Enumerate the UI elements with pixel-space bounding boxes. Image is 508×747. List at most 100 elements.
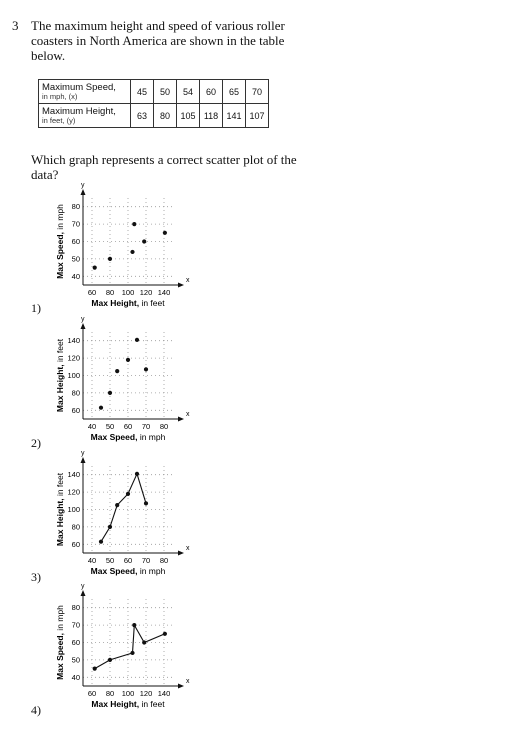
x-tick-label: 40 [88, 556, 96, 565]
table-cell: 65 [222, 79, 246, 104]
table-row: Maximum Height, in feet, (y) 63 80 105 1… [38, 103, 269, 128]
x-axis-label: Max Height, in feet [91, 298, 165, 308]
row-header-speed: Maximum Speed, in mph, (x) [38, 79, 131, 104]
series-line [100, 472, 147, 542]
data-point [132, 623, 137, 628]
choice-label-1[interactable]: 1) [31, 301, 41, 315]
data-point [92, 265, 97, 270]
table-cell: 118 [199, 103, 223, 128]
y-axis-label: Max Height, in feet [55, 472, 65, 546]
y-axis-arrow-icon [80, 457, 86, 463]
y-axis-arrow-icon [80, 590, 86, 596]
y-tick-label: 80 [72, 202, 80, 211]
table-cell: 45 [130, 79, 154, 104]
y-axis-arrow-icon [80, 323, 86, 329]
x-tick-label: 80 [160, 422, 168, 431]
graph-choice-2[interactable]: x y 40 50 60 70 80 60 80 100 120 140 Max Speed, in m… [0, 314, 200, 449]
table-cell: 50 [153, 79, 177, 104]
x-tick-label: 60 [124, 422, 132, 431]
y-tick-label: 50 [72, 655, 80, 664]
choice-label-4[interactable]: 4) [31, 703, 41, 717]
x-axis-label: Max Speed, in mph [91, 566, 166, 576]
y-tick-label: 140 [67, 470, 80, 479]
table-cell: 60 [199, 79, 223, 104]
x-axis-letter: x [186, 411, 190, 418]
data-point [98, 539, 104, 544]
x-axis-label: Max Speed, in mph [91, 432, 166, 442]
row-sublabel: in feet, (y) [42, 115, 76, 125]
data-point [132, 222, 137, 227]
x-tick-label: 50 [106, 556, 114, 565]
graph-choice-3[interactable]: x y 40 50 60 70 80 60 80 100 120 140 Max Speed, in m… [0, 448, 200, 583]
choice-label-3[interactable]: 3) [31, 570, 41, 584]
y-axis-letter: y [81, 450, 85, 457]
y-tick-label: 40 [72, 272, 80, 281]
y-tick-label: 120 [67, 354, 80, 363]
x-axis-letter: x [186, 277, 190, 284]
data-point [115, 369, 120, 374]
table-row: Maximum Speed, in mph, (x) 45 50 54 60 6… [38, 79, 269, 104]
data-point [142, 640, 147, 645]
x-axis-letter: x [186, 545, 190, 552]
y-axis-letter: y [81, 583, 85, 590]
x-tick-label: 50 [106, 422, 114, 431]
x-tick-label: 60 [124, 556, 132, 565]
series-line [94, 623, 166, 670]
table-cell: 63 [130, 103, 154, 128]
table-cell: 141 [222, 103, 246, 128]
data-point [125, 357, 131, 362]
y-axis-label: Max Height, in feet [55, 338, 65, 412]
row-label: Maximum Speed, [42, 81, 116, 93]
y-tick-label: 70 [72, 621, 80, 630]
data-point [130, 249, 135, 255]
y-axis-letter: y [81, 316, 85, 323]
y-tick-label: 100 [67, 371, 80, 380]
table-cell: 105 [176, 103, 200, 128]
question-prompt: Which graph represents a correct scatter… [31, 152, 297, 182]
y-tick-label: 80 [72, 388, 80, 397]
x-tick-label: 80 [106, 288, 114, 297]
y-axis-label: Max Speed, in mph [55, 204, 65, 279]
x-axis-arrow-icon [178, 550, 184, 556]
x-axis-letter: x [186, 678, 190, 685]
x-tick-label: 80 [106, 689, 114, 698]
x-tick-label: 70 [142, 422, 150, 431]
y-tick-label: 70 [72, 220, 80, 229]
data-table: Maximum Speed, in mph, (x) 45 50 54 60 6… [38, 79, 269, 128]
data-point [143, 367, 149, 372]
choice-label-2[interactable]: 2) [31, 436, 41, 450]
y-tick-label: 60 [72, 540, 80, 549]
data-point [98, 405, 104, 410]
y-tick-label: 60 [72, 406, 80, 415]
x-axis-arrow-icon [178, 282, 184, 288]
data-point [134, 337, 140, 342]
y-tick-label: 80 [72, 603, 80, 612]
x-axis-arrow-icon [178, 416, 184, 422]
x-tick-label: 120 [140, 689, 153, 698]
table-cell: 107 [245, 103, 269, 128]
x-tick-label: 140 [158, 288, 171, 297]
data-point [107, 256, 113, 261]
data-point [107, 390, 113, 395]
y-axis-arrow-icon [80, 189, 86, 195]
x-tick-label: 80 [160, 556, 168, 565]
data-point [107, 657, 113, 662]
data-point [130, 650, 135, 656]
x-tick-label: 60 [88, 689, 96, 698]
data-point [162, 230, 167, 235]
y-tick-label: 120 [67, 488, 80, 497]
data-point [125, 491, 131, 496]
data-point [92, 666, 97, 671]
x-axis-label: Max Height, in feet [91, 699, 165, 709]
x-tick-label: 70 [142, 556, 150, 565]
row-label: Maximum Height, [42, 105, 116, 117]
x-tick-label: 100 [122, 689, 135, 698]
y-tick-label: 50 [72, 254, 80, 263]
y-axis-letter: y [81, 182, 85, 189]
y-tick-label: 140 [67, 336, 80, 345]
y-tick-label: 100 [67, 505, 80, 514]
x-axis-arrow-icon [178, 683, 184, 689]
table-cell: 70 [245, 79, 269, 104]
